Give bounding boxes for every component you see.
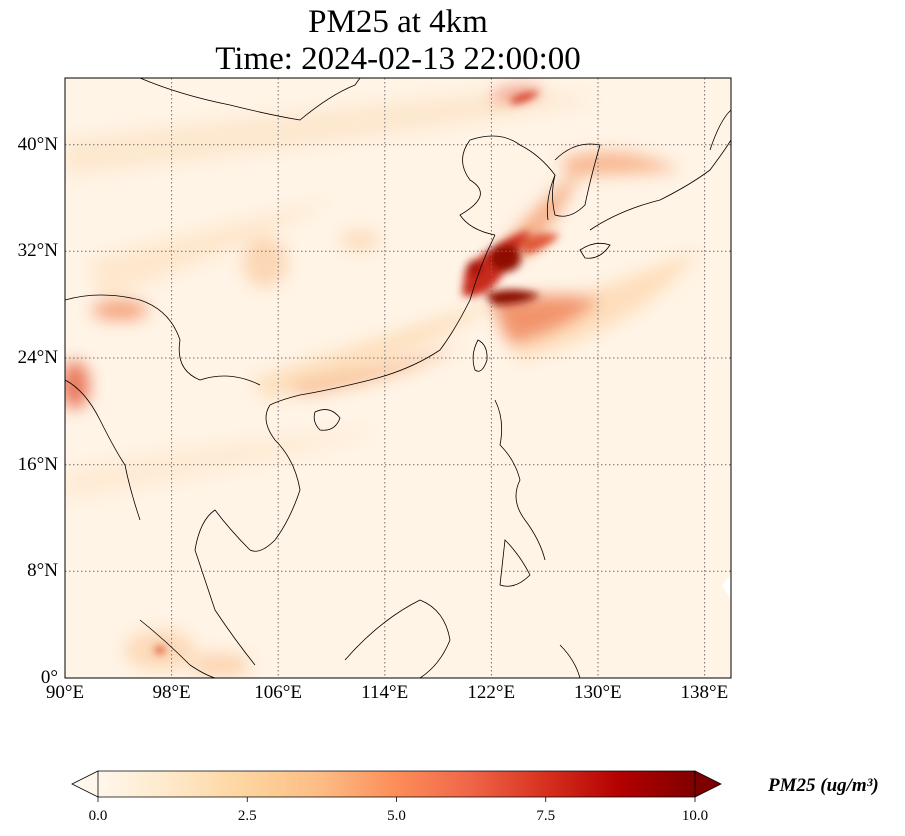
colorbar-extend-min xyxy=(71,770,99,798)
pm25-field xyxy=(65,78,731,678)
colorbar xyxy=(71,770,722,802)
lon-tick-label: 106°E xyxy=(254,682,302,703)
map-title-line1: PM25 at 4km xyxy=(308,4,488,40)
lon-tick-label: 90°E xyxy=(45,682,85,703)
gridlines xyxy=(65,78,731,678)
colorbar-tick-label: 7.5 xyxy=(536,808,556,824)
colorbar-tick-label: 2.5 xyxy=(237,808,257,824)
lon-tick-label: 138°E xyxy=(680,682,729,703)
lat-tick-label: 8°N xyxy=(27,560,58,582)
colorbar-tick-label: 0.0 xyxy=(88,808,108,824)
lat-tick-label: 0° xyxy=(40,667,58,688)
lon-tick-label: 122°E xyxy=(467,682,516,703)
colorbar-label: PM25 (ug/m³) xyxy=(768,775,879,796)
lat-tick-label: 16°N xyxy=(17,453,58,475)
lon-tick-label: 98°E xyxy=(152,682,191,703)
map-title-line2: Time: 2024-02-13 22:00:00 xyxy=(215,41,581,77)
lat-tick-label: 40°N xyxy=(17,133,58,155)
coastlines xyxy=(65,78,731,678)
lon-tick-label: 114°E xyxy=(361,682,409,703)
lon-tick-label: 130°E xyxy=(573,682,622,703)
colorbar-tick-label: 10.0 xyxy=(681,808,709,824)
lat-tick-label: 24°N xyxy=(17,347,58,368)
colorbar-tick-label: 5.0 xyxy=(387,808,406,824)
map-frame xyxy=(64,77,732,679)
lat-tick-label: 32°N xyxy=(17,240,58,262)
colorbar-extend-max xyxy=(694,770,722,798)
